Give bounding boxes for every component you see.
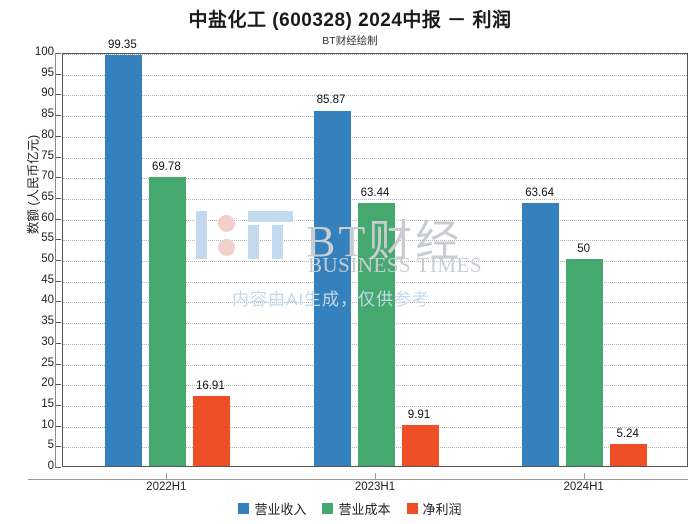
y-tick-mark [56, 94, 61, 96]
bar-value-label: 50 [577, 243, 591, 255]
gridline [63, 116, 687, 118]
y-tick-label: 70 [41, 170, 54, 183]
y-tick-label: 25 [41, 356, 54, 369]
x-tick-mark [583, 473, 585, 479]
gridline [63, 95, 687, 97]
x-tick-mark [375, 473, 376, 479]
gridline [63, 198, 687, 200]
legend-item-净利润[interactable]: 净利润 [406, 499, 462, 518]
y-tick-mark [56, 322, 61, 324]
bar-2023H1-营业收入[interactable] [313, 110, 351, 466]
bar-value-label: 63.44 [360, 187, 390, 200]
bar-value-label: 16.91 [195, 379, 225, 392]
gridline [63, 136, 687, 138]
y-tick-label: 5 [47, 439, 54, 452]
y-tick-mark [56, 197, 61, 199]
y-tick-label: 40 [41, 294, 54, 307]
y-tick-label: 90 [41, 87, 54, 100]
y-tick-label: 95 [41, 66, 54, 79]
y-tick-mark [56, 301, 61, 303]
legend-swatch-icon [406, 503, 418, 514]
y-tick-mark [56, 135, 61, 137]
x-axis-line [28, 479, 688, 480]
legend-label: 营业成本 [338, 502, 391, 517]
y-tick-mark [56, 177, 61, 179]
gridline [63, 54, 687, 55]
y-tick-label: 35 [41, 315, 54, 328]
bar-2024H1-营业收入[interactable] [522, 202, 560, 466]
gridline [63, 157, 687, 159]
bar-2023H1-净利润[interactable] [401, 424, 439, 466]
legend-swatch-icon [238, 503, 250, 514]
y-tick-mark [56, 53, 61, 54]
bar-2024H1-营业成本[interactable] [566, 259, 604, 466]
chart-legend: 营业收入 营业成本 净利润 [0, 499, 700, 518]
bar-value-label: 69.78 [151, 161, 181, 174]
gridline [63, 178, 687, 180]
plot-area [62, 53, 688, 467]
y-tick-label: 100 [34, 46, 54, 58]
y-tick-label: 0 [47, 460, 54, 472]
legend-label: 营业收入 [254, 502, 307, 517]
bar-2022H1-营业收入[interactable] [104, 54, 142, 466]
x-tick-label-2024H1: 2024H1 [563, 481, 604, 493]
y-tick-label: 65 [41, 190, 54, 203]
y-tick-label: 20 [41, 377, 54, 390]
legend-label: 净利润 [422, 502, 462, 517]
chart-title: 中盐化工 (600328) 2024中报 － 利润 [188, 10, 512, 31]
y-tick-label: 85 [41, 108, 54, 121]
y-tick-label: 55 [41, 232, 54, 245]
y-tick-mark [56, 260, 61, 261]
legend-swatch-icon [322, 503, 334, 514]
y-tick-mark [56, 73, 61, 75]
y-tick-mark [56, 156, 61, 158]
y-tick-label: 50 [41, 253, 54, 265]
bar-value-label: 9.91 [407, 408, 431, 421]
y-tick-mark [56, 425, 61, 427]
bar-2022H1-净利润[interactable] [192, 396, 230, 466]
bar-2024H1-净利润[interactable] [610, 444, 648, 466]
y-tick-mark [56, 467, 61, 468]
y-tick-mark [56, 239, 61, 241]
bar-value-label: 5.24 [616, 428, 639, 441]
y-tick-label: 15 [41, 397, 54, 410]
gridline [63, 74, 687, 76]
legend-item-营业成本[interactable]: 营业成本 [322, 499, 391, 518]
y-tick-label: 60 [41, 211, 54, 224]
x-tick-label-2022H1: 2022H1 [146, 481, 187, 493]
y-tick-mark [56, 446, 61, 448]
chart-subtitle: BT财经绘制 [322, 35, 378, 47]
y-tick-mark [56, 342, 61, 344]
y-tick-mark [56, 404, 61, 406]
bar-value-label: 85.87 [316, 94, 346, 107]
y-tick-label: 80 [41, 128, 54, 141]
bar-2023H1-营业成本[interactable] [357, 203, 395, 466]
y-tick-label: 75 [41, 149, 54, 162]
y-tick-label: 30 [41, 335, 54, 348]
y-tick-mark [56, 218, 61, 220]
legend-item-营业收入[interactable]: 营业收入 [238, 499, 306, 518]
bar-2022H1-营业成本[interactable] [148, 177, 186, 466]
bar-value-label: 99.35 [107, 38, 137, 51]
y-tick-mark [56, 384, 61, 386]
y-axis-spine [55, 53, 56, 468]
y-tick-label: 10 [41, 418, 54, 431]
bar-value-label: 63.64 [525, 186, 555, 199]
y-tick-mark [56, 280, 61, 282]
y-tick-mark [56, 115, 61, 117]
y-tick-mark [56, 363, 61, 365]
y-tick-label: 45 [41, 273, 54, 286]
x-tick-label-2023H1: 2023H1 [354, 481, 396, 493]
x-tick-mark [166, 473, 168, 479]
